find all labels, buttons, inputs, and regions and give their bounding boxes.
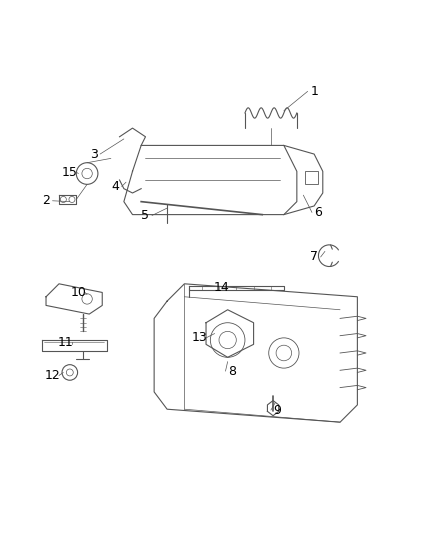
Text: 8: 8 [228, 365, 236, 378]
Text: 7: 7 [310, 251, 318, 263]
Text: 12: 12 [45, 369, 60, 382]
Text: 5: 5 [141, 209, 149, 222]
Text: 11: 11 [58, 336, 73, 349]
Text: 1: 1 [310, 85, 318, 98]
Text: 3: 3 [90, 148, 98, 160]
Text: 2: 2 [42, 194, 50, 207]
Text: 14: 14 [213, 281, 229, 294]
Text: 10: 10 [71, 286, 86, 299]
Text: 4: 4 [111, 180, 119, 193]
Text: 9: 9 [273, 403, 281, 417]
Text: 15: 15 [62, 166, 78, 179]
Text: 6: 6 [314, 206, 322, 219]
Text: 13: 13 [192, 332, 208, 344]
